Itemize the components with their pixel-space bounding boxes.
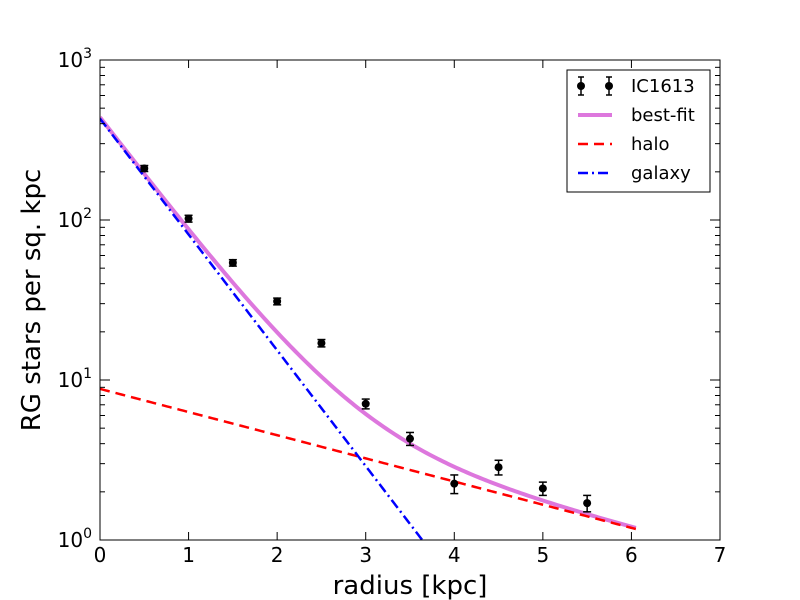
data-point [361,398,370,410]
legend-box [566,69,711,193]
legend-label: best-fit [631,105,695,126]
y-tick-label: 103 [58,46,92,72]
data-point [450,474,459,495]
legend-marker [577,82,585,90]
data-point [228,258,237,267]
plot-frame [99,59,721,541]
x-tick-label: 4 [448,543,461,567]
legend-entry: best-fit [578,105,695,126]
x-tick-label: 7 [714,543,727,567]
marker [406,434,414,443]
legend-entry: halo [578,134,669,155]
y-axis-label: RG stars per sq. kpc [17,169,47,432]
marker [494,463,503,472]
y-tick-label: 100 [58,526,92,552]
legend-label: halo [631,134,669,155]
series-line-best-fit [100,116,637,530]
marker [273,297,282,306]
data-point [583,494,592,513]
marker [184,214,193,223]
y-axis: 100 101 102 103 [58,46,720,552]
x-tick-label: 5 [536,543,549,567]
legend-label: galaxy [631,163,691,184]
marker [450,479,459,488]
legend: IC1613 best-fit halo galaxy [566,69,711,193]
series-line-galaxy [100,117,424,540]
legend-entry: IC1613 [577,76,695,97]
series-line-halo [100,387,637,531]
marker [140,164,149,173]
y-tick-label: 101 [58,366,92,392]
y-tick-label: 102 [58,206,92,232]
data-points-layer [140,164,592,513]
data-point [140,164,149,173]
legend-entry: galaxy [578,163,691,184]
marker [583,499,592,508]
data-point [184,214,193,223]
x-axis: 0 1 2 3 4 5 6 7 [94,60,727,567]
marker [538,484,547,493]
x-tick-label: 2 [271,543,284,567]
data-point [494,459,503,476]
legend-label: IC1613 [631,76,695,97]
data-point [273,297,282,306]
data-point [406,431,414,447]
marker [228,258,237,267]
x-tick-label: 3 [359,543,372,567]
data-point [538,481,547,497]
x-tick-label: 0 [94,543,107,567]
marker [317,339,326,348]
curves-layer [100,116,637,540]
x-tick-label: 6 [625,543,638,567]
x-tick-label: 1 [182,543,195,567]
legend-marker [605,82,613,90]
marker [361,399,370,408]
x-axis-label: radius [kpc] [333,571,488,600]
data-point [317,338,326,348]
